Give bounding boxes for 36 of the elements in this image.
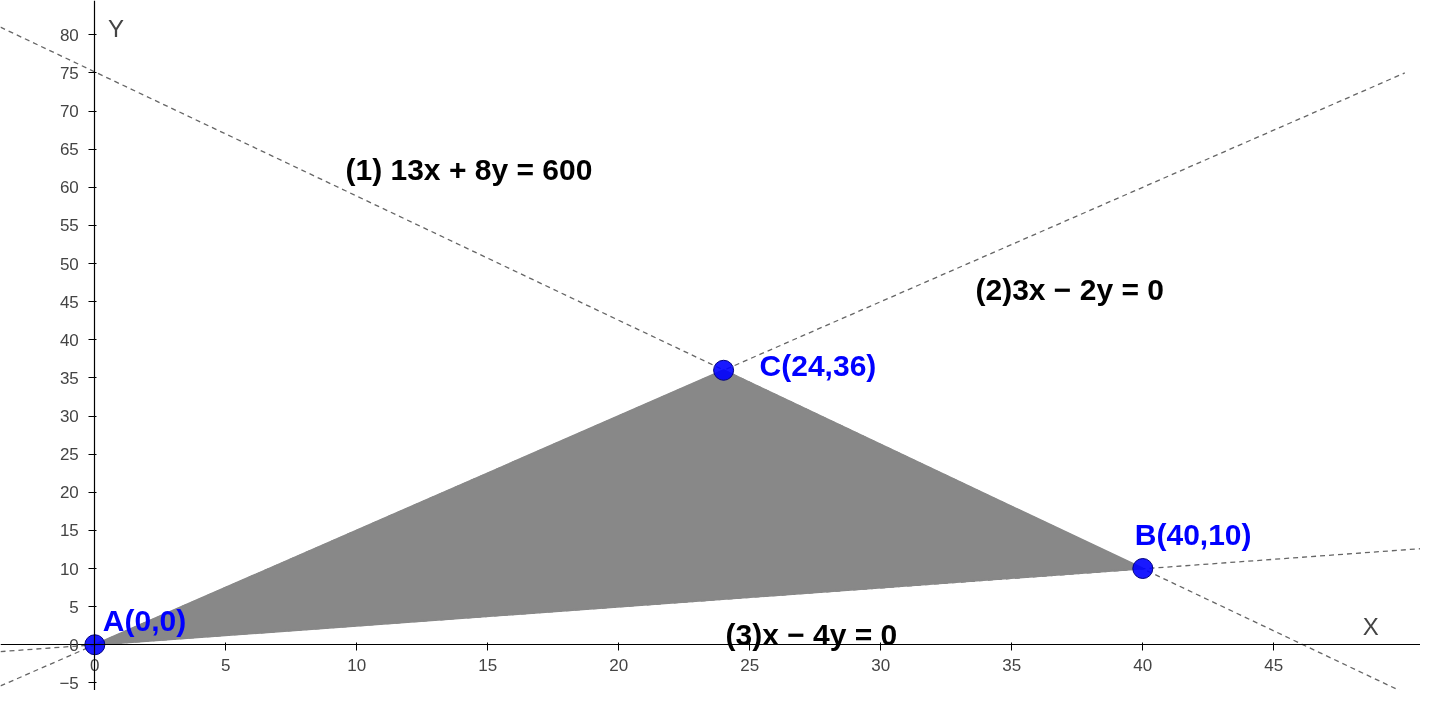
y-tick-label: 50 <box>59 254 79 274</box>
annotation: C(24,36) <box>759 349 877 383</box>
x-tick-label: 40 <box>1133 655 1153 675</box>
annotation: A(0,0) <box>102 603 187 637</box>
y-tick-label: 80 <box>59 25 79 45</box>
y-tick-label: 45 <box>59 292 79 312</box>
x-tick-label: 10 <box>347 655 367 675</box>
y-tick-label: 40 <box>59 330 79 350</box>
y-tick-label: 15 <box>59 521 79 541</box>
y-tick-label: 70 <box>59 102 79 122</box>
x-tick-label: 25 <box>740 655 760 675</box>
x-tick-label: 20 <box>609 655 629 675</box>
y-tick-label: 20 <box>59 483 79 503</box>
x-tick-label: 35 <box>1002 655 1022 675</box>
annotation: B(40,10) <box>1134 517 1252 551</box>
x-tick-label: 30 <box>871 655 891 675</box>
annotation: (3)x − 4y = 0 <box>725 617 898 651</box>
x-tick-label: 15 <box>478 655 498 675</box>
y-tick-label: 30 <box>59 407 79 427</box>
annotation: (1) 13x + 8y = 600 <box>345 152 593 186</box>
x-tick-label: 45 <box>1264 655 1284 675</box>
y-tick-label: 55 <box>59 216 79 236</box>
y-tick-label: −5 <box>59 673 79 693</box>
x-tick-label: 5 <box>221 655 231 675</box>
y-tick-label: 75 <box>59 63 79 83</box>
y-tick-label: 65 <box>59 140 79 160</box>
y-axis-title: Y <box>107 15 124 43</box>
y-tick-label: 60 <box>59 178 79 198</box>
annotation: (2)3x − 2y = 0 <box>975 272 1164 306</box>
point <box>713 359 735 381</box>
point <box>1132 558 1154 579</box>
y-tick-label: 10 <box>59 559 79 579</box>
x-axis-title: X <box>1362 613 1379 641</box>
y-tick-label: 5 <box>69 597 79 617</box>
y-tick-label: 35 <box>59 368 79 388</box>
y-tick-label: 25 <box>59 445 79 465</box>
